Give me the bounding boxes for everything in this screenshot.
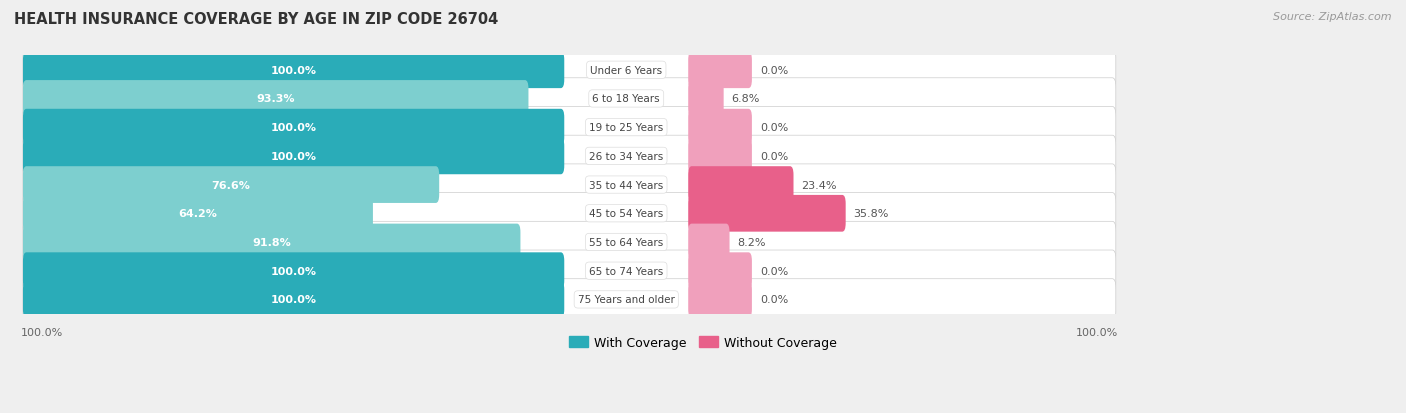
Text: 45 to 54 Years: 45 to 54 Years [589,209,664,219]
Text: Source: ZipAtlas.com: Source: ZipAtlas.com [1274,12,1392,22]
FancyBboxPatch shape [22,78,1116,120]
FancyBboxPatch shape [688,52,752,89]
Text: 100.0%: 100.0% [270,123,316,133]
Text: 93.3%: 93.3% [256,94,295,104]
Text: 0.0%: 0.0% [759,295,789,305]
Legend: With Coverage, Without Coverage: With Coverage, Without Coverage [564,331,842,354]
Text: 26 to 34 Years: 26 to 34 Years [589,152,664,161]
FancyBboxPatch shape [688,195,845,232]
Text: 100.0%: 100.0% [270,266,316,276]
FancyBboxPatch shape [22,193,1116,235]
FancyBboxPatch shape [22,253,564,290]
Text: 91.8%: 91.8% [252,237,291,247]
FancyBboxPatch shape [22,50,1116,91]
Text: 75 Years and older: 75 Years and older [578,295,675,305]
Text: 35 to 44 Years: 35 to 44 Years [589,180,664,190]
Text: 6 to 18 Years: 6 to 18 Years [592,94,659,104]
FancyBboxPatch shape [22,164,1116,206]
FancyBboxPatch shape [22,136,1116,177]
Text: 100.0%: 100.0% [270,66,316,76]
Text: 23.4%: 23.4% [801,180,837,190]
Text: 35.8%: 35.8% [853,209,889,219]
FancyBboxPatch shape [22,138,564,175]
Text: 8.2%: 8.2% [738,237,766,247]
Text: 0.0%: 0.0% [759,266,789,276]
FancyBboxPatch shape [22,279,1116,320]
FancyBboxPatch shape [22,224,520,261]
Text: Under 6 Years: Under 6 Years [591,66,662,76]
FancyBboxPatch shape [688,138,752,175]
Text: 100.0%: 100.0% [270,295,316,305]
Text: 0.0%: 0.0% [759,66,789,76]
Text: HEALTH INSURANCE COVERAGE BY AGE IN ZIP CODE 26704: HEALTH INSURANCE COVERAGE BY AGE IN ZIP … [14,12,498,27]
Text: 100.0%: 100.0% [270,152,316,161]
FancyBboxPatch shape [22,52,564,89]
FancyBboxPatch shape [22,195,373,232]
FancyBboxPatch shape [688,253,752,290]
FancyBboxPatch shape [22,167,439,204]
FancyBboxPatch shape [688,109,752,146]
FancyBboxPatch shape [22,281,564,318]
FancyBboxPatch shape [688,167,793,204]
Text: 19 to 25 Years: 19 to 25 Years [589,123,664,133]
FancyBboxPatch shape [22,222,1116,263]
FancyBboxPatch shape [22,107,1116,148]
Text: 0.0%: 0.0% [759,123,789,133]
FancyBboxPatch shape [688,81,724,118]
Text: 0.0%: 0.0% [759,152,789,161]
Text: 100.0%: 100.0% [21,328,63,337]
FancyBboxPatch shape [22,250,1116,292]
Text: 100.0%: 100.0% [1076,328,1118,337]
Text: 76.6%: 76.6% [212,180,250,190]
Text: 64.2%: 64.2% [179,209,218,219]
Text: 65 to 74 Years: 65 to 74 Years [589,266,664,276]
FancyBboxPatch shape [22,81,529,118]
Text: 55 to 64 Years: 55 to 64 Years [589,237,664,247]
FancyBboxPatch shape [22,109,564,146]
Text: 6.8%: 6.8% [731,94,761,104]
FancyBboxPatch shape [688,281,752,318]
FancyBboxPatch shape [688,224,730,261]
